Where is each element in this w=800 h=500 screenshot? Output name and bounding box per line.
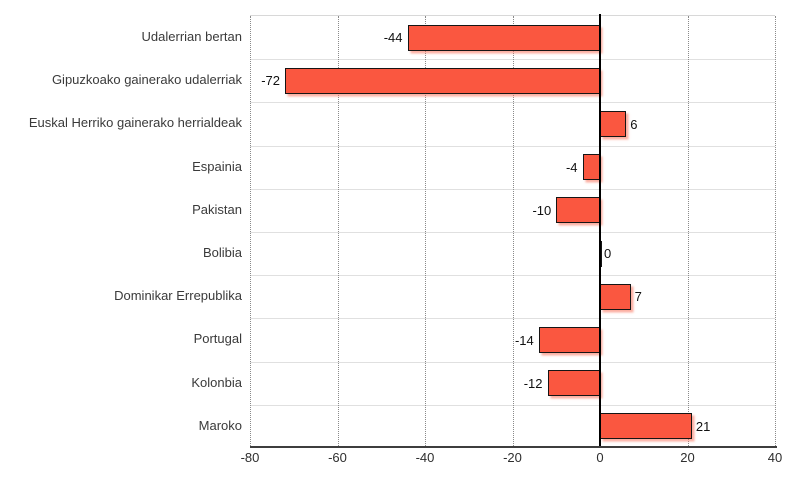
zero-baseline xyxy=(599,14,601,448)
category-label-udalerrian-bertan: Udalerrian bertan xyxy=(141,29,242,45)
value-label: -72 xyxy=(261,73,280,89)
category-label-maroko: Maroko xyxy=(198,417,242,433)
value-label: 21 xyxy=(695,418,711,434)
x-tick-label: 0 xyxy=(596,450,604,465)
value-label: -14 xyxy=(514,332,534,348)
bar-gipuzkoako-gainerako-udalerriak xyxy=(285,67,600,94)
value-label: -4 xyxy=(565,159,578,175)
x-tick-label: 20 xyxy=(680,450,695,465)
bar-udalerrian-bertan xyxy=(407,24,600,51)
gridline-x--20 xyxy=(512,16,514,448)
x-tick-label: -80 xyxy=(240,450,260,465)
category-label-euskal-herriko-gainerako-herrialdeak: Euskal Herriko gainerako herrialdeak xyxy=(28,115,242,131)
value-label: -12 xyxy=(523,375,543,391)
category-label-kolonbia: Kolonbia xyxy=(191,374,242,390)
bar-euskal-herriko-gainerako-herrialdeak xyxy=(600,111,627,137)
category-label-espainia: Espainia xyxy=(192,158,242,174)
bar-portugal xyxy=(538,327,600,353)
value-label: 7 xyxy=(634,289,642,305)
gridline-x--80 xyxy=(250,16,251,448)
value-label: 0 xyxy=(604,246,612,262)
value-label: 6 xyxy=(630,116,638,132)
gridline-x--60 xyxy=(337,16,339,448)
gridline-x-20 xyxy=(687,16,689,448)
x-axis-line xyxy=(250,446,777,448)
category-label-pakistan: Pakistan xyxy=(192,201,242,217)
gridline-x-40 xyxy=(775,16,776,448)
bar-dominikar-errepublika xyxy=(600,283,631,310)
category-label-portugal: Portugal xyxy=(193,331,242,347)
x-tick-label: 40 xyxy=(767,450,783,465)
bar-pakistan xyxy=(556,197,600,224)
x-tick-label: -40 xyxy=(415,450,435,465)
bar-kolonbia xyxy=(547,370,600,397)
bar-espainia xyxy=(582,154,600,181)
x-tick-label: -60 xyxy=(328,450,347,465)
bar-maroko xyxy=(600,413,692,440)
plot-area: -44 -72 6 -4 -10 0 7 -14 -12 21 xyxy=(250,14,777,448)
value-label: -10 xyxy=(532,202,552,218)
category-label-gipuzkoako-gainerako-udalerriak: Gipuzkoako gainerako udalerriak xyxy=(51,72,242,88)
gridline-x--40 xyxy=(425,16,426,448)
value-label: -44 xyxy=(383,30,403,46)
category-label-bolibia: Bolibia xyxy=(202,245,242,261)
x-tick-label: -20 xyxy=(503,450,522,465)
category-label-dominikar-errepublika: Dominikar Errepublika xyxy=(114,288,242,304)
